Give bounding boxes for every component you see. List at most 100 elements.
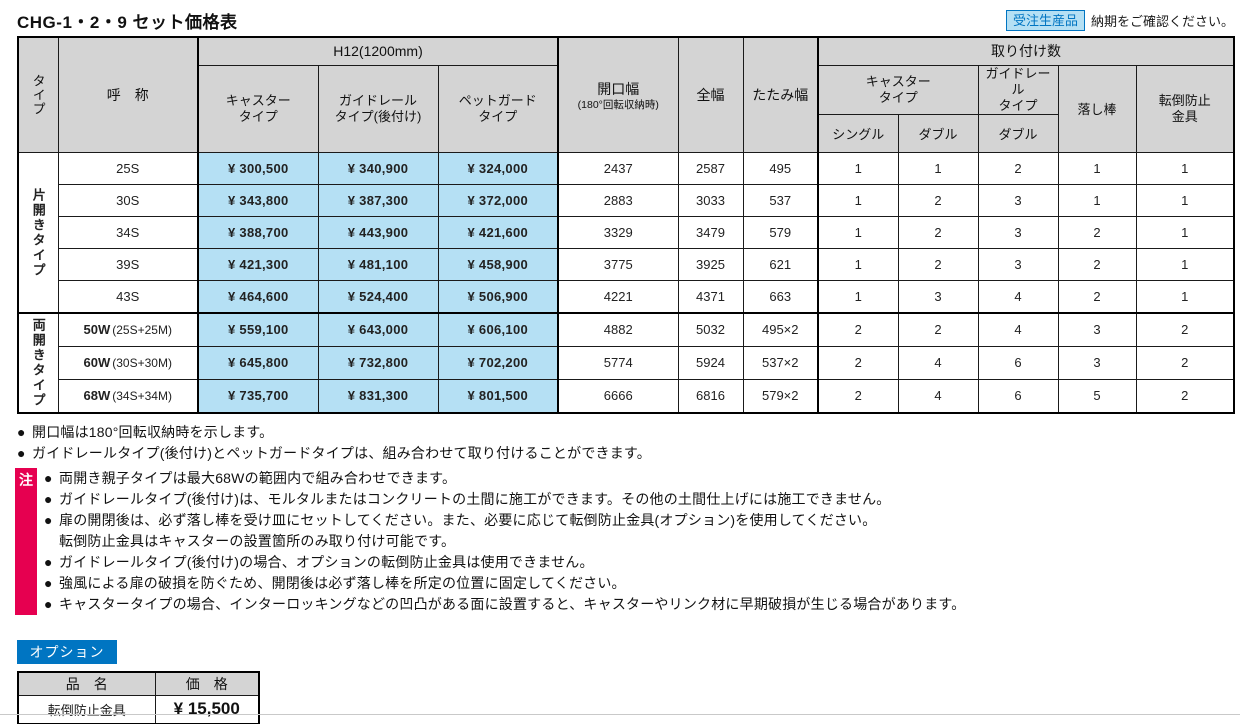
opening-width-cell: 4221 — [557, 280, 679, 314]
option-item-price: ¥ 15,500 — [154, 694, 260, 724]
price-cell: ¥ 388,700 — [197, 216, 319, 250]
note-line: ● ガイドレールタイプ(後付け)の場合、オプションの転倒防止金具は使用できません。 — [44, 552, 965, 573]
model-name: 39S — [116, 257, 140, 273]
note-text: ガイドレールタイプ(後付け)の場合、オプションの転倒防止金具は使用できません。 — [59, 553, 594, 570]
model-name: 60W — [83, 355, 111, 371]
price-cell: ¥ 387,300 — [317, 184, 439, 218]
model-name-cell: 60W (30S+30M) — [57, 345, 199, 380]
mount-count-cell: 3 — [1057, 311, 1137, 347]
folded-width-cell: 537×2 — [742, 345, 819, 380]
opening-width-cell: 4882 — [557, 311, 679, 347]
option-row: 転倒防止金具 ¥ 15,500 — [17, 694, 260, 724]
table-row: 両開きタイプ 50W (25S+25M) ¥ 559,100 ¥ 643,000 ¥ 60… — [17, 311, 1235, 414]
folded-width-cell: 495×2 — [742, 311, 819, 347]
mount-count-cell: 3 — [897, 280, 979, 314]
opening-width-label: 開口幅 — [597, 80, 640, 97]
full-width-cell: 2587 — [677, 152, 744, 186]
price-cell: ¥ 645,800 — [197, 345, 319, 380]
price-cell: ¥ 464,600 — [197, 280, 319, 314]
mount-count-cell: 2 — [1057, 280, 1137, 314]
note-line: ● ガイドレールタイプ(後付け)とペットガードタイプは、組み合わせて取り付けること… — [17, 443, 1240, 464]
note-line: ● 強風による扉の破損を防ぐため、開閉後は必ず落し棒を所定の位置に固定してください… — [44, 573, 965, 594]
section-type-label: 両開きタイプ — [17, 311, 59, 414]
price-cell: ¥ 559,100 — [197, 311, 319, 347]
price-table-header: タイプ 呼 称 H12(1200mm) 開口幅 (180°回転収納時) 全幅 た… — [17, 36, 1235, 154]
price-cell: ¥ 421,300 — [197, 248, 319, 282]
mount-count-cell: 2 — [897, 248, 979, 282]
mount-count-cell: 2 — [1057, 216, 1137, 250]
folded-width-cell: 579×2 — [742, 378, 819, 414]
model-name: 43S — [116, 289, 140, 304]
price-cell: ¥ 481,100 — [317, 248, 439, 282]
mount-count-cell: 2 — [1135, 345, 1235, 380]
mount-count-cell: 2 — [817, 378, 899, 414]
price-cell: ¥ 831,300 — [317, 378, 439, 414]
price-table: タイプ 呼 称 H12(1200mm) 開口幅 (180°回転収納時) 全幅 た… — [17, 36, 1236, 414]
mount-count-cell: 1 — [1135, 280, 1235, 314]
bullet-icon: ● — [44, 574, 53, 591]
note-text: 転倒防止金具はキャスターの設置箇所のみ取り付け可能です。 — [59, 532, 456, 549]
model-name-suffix: (34S+34M) — [112, 389, 172, 404]
mount-count-cell: 6 — [977, 345, 1059, 380]
col-header-tipover-bracket: 転倒防止 金具 — [1135, 64, 1235, 154]
price-table-body: 片開きタイプ 25S ¥ 300,500 ¥ 340,900 ¥ 324,000 2437… — [17, 152, 1235, 414]
mount-count-cell: 4 — [977, 311, 1059, 347]
note-line: ● ガイドレールタイプ(後付け)は、モルタルまたはコンクリートの土間に施工ができま… — [44, 489, 965, 510]
model-name: 50W — [83, 322, 111, 338]
caution-block: 注 ● 両開き親子タイプは最大68Wの範囲内で組み合わせできます。 ● ガイドレールタ… — [15, 467, 1240, 615]
mount-count-cell: 1 — [1135, 152, 1235, 186]
mount-count-cell: 1 — [817, 248, 899, 282]
folded-width-cell: 621 — [742, 248, 819, 282]
col-header-type: タイプ — [17, 36, 59, 154]
mount-count-cell: 1 — [1135, 248, 1235, 282]
full-width-cell: 5924 — [677, 345, 744, 380]
model-name: 68W — [83, 388, 111, 404]
note-line: 転倒防止金具はキャスターの設置箇所のみ取り付け可能です。 — [44, 531, 965, 552]
bullet-icon: ● — [44, 490, 53, 507]
full-width-cell: 3033 — [677, 184, 744, 218]
mount-count-cell: 1 — [1057, 152, 1137, 186]
mount-count-cell: 1 — [897, 152, 979, 186]
mount-count-cell: 2 — [977, 152, 1059, 186]
col-group-mount-caster: キャスター タイプ — [817, 64, 979, 116]
col-header-petguard-type: ペットガード タイプ — [437, 64, 559, 154]
full-width-cell: 3925 — [677, 248, 744, 282]
price-cell: ¥ 702,200 — [437, 345, 559, 380]
bullet-icon: ● — [17, 444, 26, 461]
section-type-label: 片開きタイプ — [17, 152, 59, 314]
bullet-icon: ● — [44, 595, 53, 612]
bullet-icon: ● — [17, 423, 26, 440]
caution-badge: 注 — [15, 467, 37, 615]
price-cell: ¥ 643,000 — [317, 311, 439, 347]
option-item-name: 転倒防止金具 — [17, 694, 156, 724]
model-name-cell: 25S — [57, 152, 199, 186]
bullet-icon: ● — [44, 469, 53, 486]
col-header-full-width: 全幅 — [677, 36, 744, 154]
mount-count-cell: 4 — [977, 280, 1059, 314]
order-note-text: 納期をご確認ください。 — [1090, 13, 1234, 29]
opening-width-cell: 3329 — [557, 216, 679, 250]
opening-width-cell: 2883 — [557, 184, 679, 218]
mount-count-cell: 3 — [977, 248, 1059, 282]
mount-count-cell: 3 — [977, 184, 1059, 218]
opening-width-cell: 3775 — [557, 248, 679, 282]
price-cell: ¥ 443,900 — [317, 216, 439, 250]
option-table-header: 品 名 価 格 — [17, 671, 260, 696]
model-name-cell: 30S — [57, 184, 199, 218]
price-cell: ¥ 732,800 — [317, 345, 439, 380]
note-text: 強風による扉の破損を防ぐため、開閉後は必ず落し棒を所定の位置に固定してください。 — [59, 574, 626, 591]
model-name: 34S — [116, 225, 140, 241]
mount-count-cell: 1 — [1057, 184, 1137, 218]
col-header-single: シングル — [817, 114, 899, 154]
bullet-icon: ● — [44, 553, 53, 570]
note-line: ● キャスタータイプの場合、インターロッキングなどの凹凸がある面に設置すると、キャ… — [44, 594, 965, 615]
option-col-price: 価 格 — [154, 671, 260, 696]
price-cell: ¥ 524,400 — [317, 280, 439, 314]
folded-width-cell: 579 — [742, 216, 819, 250]
price-cell: ¥ 421,600 — [437, 216, 559, 250]
top-bar: CHG-1・2・9 セット価格表 受注生産品 納期をご確認ください。 — [0, 0, 1240, 36]
mount-count-cell: 3 — [1057, 345, 1137, 380]
price-cell: ¥ 372,000 — [437, 184, 559, 218]
mount-count-cell: 3 — [977, 216, 1059, 250]
